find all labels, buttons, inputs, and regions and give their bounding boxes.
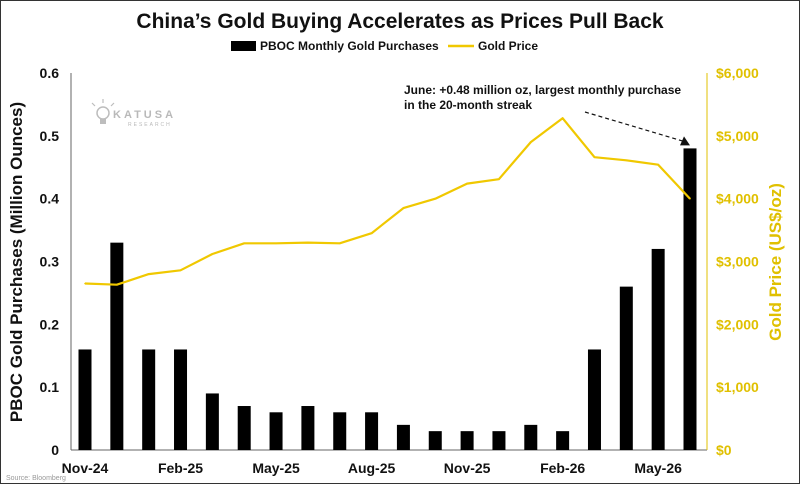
bar (142, 349, 156, 450)
bar (237, 406, 251, 450)
bar (492, 431, 506, 450)
bar (651, 248, 665, 450)
gold-price-point (529, 141, 532, 143)
logo-text: KATUSA (113, 109, 176, 121)
bar (78, 349, 92, 450)
legend-bar-label: PBOC Monthly Gold Purchases (260, 39, 439, 53)
x-tick-label: Nov-24 (62, 460, 109, 476)
gold-price-point (338, 242, 341, 245)
y-tick-left-label: 0 (51, 442, 59, 458)
gold-price-point (179, 269, 182, 272)
lightbulb-icon (91, 99, 115, 124)
bar (205, 393, 219, 450)
bar (365, 412, 379, 450)
y-tick-left-label: 0.5 (40, 128, 60, 144)
gold-price-point (434, 197, 437, 200)
bar (556, 431, 570, 450)
y-tick-right-label: $4,000 (716, 191, 759, 207)
gold-price-point (211, 253, 214, 255)
y-tick-right-label: $6,000 (716, 65, 759, 81)
bar (683, 148, 697, 450)
x-tick-label: May-25 (252, 460, 300, 476)
x-tick-label: Nov-25 (444, 460, 491, 476)
y-tick-right-label: $1,000 (716, 379, 759, 395)
y-tick-right-label: $0 (716, 442, 732, 458)
y-tick-left-label: 0.6 (40, 65, 60, 81)
bar (110, 242, 124, 450)
legend: PBOC Monthly Gold Purchases Gold Price (231, 39, 538, 53)
y-tick-left-label: 0.2 (40, 316, 60, 332)
bar (428, 431, 442, 450)
y-ticks-left: 0 0.1 0.2 0.3 0.4 0.5 0.6 (40, 65, 60, 458)
y-axis-left-label: PBOC Gold Purchases (Million Ounces) (7, 102, 26, 422)
bar (174, 349, 188, 450)
y-axis-right-label: Gold Price (US$/oz) (766, 183, 785, 341)
annotation-arrow (584, 111, 685, 142)
x-ticks: Nov-24 Feb-25 May-25 Aug-25 Nov-25 Feb-26 May-… (62, 460, 682, 476)
gold-price-point (689, 197, 691, 200)
bar (619, 286, 633, 450)
gold-price-point (84, 282, 86, 285)
annotation-line-1: June: +0.48 million oz, largest monthly … (404, 83, 681, 97)
bar (396, 424, 410, 450)
x-tick-label: Feb-26 (540, 460, 585, 476)
gold-price-point (657, 163, 659, 166)
source-note: Source: Bloomberg (6, 475, 66, 482)
gold-price-point (625, 159, 628, 162)
gold-price-point (370, 232, 373, 235)
x-tick-label: May-26 (634, 460, 682, 476)
gold-price-line (84, 117, 691, 286)
gold-price-point (466, 182, 468, 185)
gold-price-point (275, 242, 277, 245)
gold-price-point (402, 207, 405, 209)
y-tick-left-label: 0.1 (40, 379, 60, 395)
y-tick-left-label: 0.4 (40, 191, 60, 207)
chart-title: China’s Gold Buying Accelerates as Price… (136, 10, 663, 33)
bar (524, 424, 538, 450)
gold-price-point (147, 273, 150, 275)
bar (301, 406, 315, 450)
katusa-logo: KATUSA RESEARCH (91, 99, 176, 128)
gold-price-point (307, 241, 309, 244)
annotation-arrowhead (680, 136, 690, 146)
gold-price-point (116, 283, 118, 286)
y-tick-right-label: $3,000 (716, 254, 759, 270)
bar (460, 431, 474, 450)
y-ticks-right: $0 $1,000 $2,000 $3,000 $4,000 $5,000 $6,000 (716, 65, 759, 458)
legend-line-label: Gold Price (478, 39, 538, 53)
legend-bar-swatch (231, 41, 256, 51)
bar-series (78, 148, 697, 450)
annotation-line-2: in the 20-month streak (404, 98, 532, 112)
y-tick-right-label: $2,000 (716, 316, 759, 332)
bar (587, 349, 601, 450)
line-series (84, 117, 691, 286)
annotation: June: +0.48 million oz, largest monthly … (404, 83, 690, 146)
y-tick-right-label: $5,000 (716, 128, 759, 144)
y-tick-left-label: 0.3 (40, 254, 60, 270)
x-tick-label: Feb-25 (158, 460, 203, 476)
bar (333, 412, 347, 450)
logo-subtext: RESEARCH (128, 122, 172, 128)
gold-price-point (561, 117, 564, 120)
bar (269, 412, 283, 450)
x-tick-label: Aug-25 (348, 460, 396, 476)
gold-price-point (498, 178, 500, 180)
gold-price-point (593, 156, 596, 158)
gold-price-point (243, 242, 246, 245)
